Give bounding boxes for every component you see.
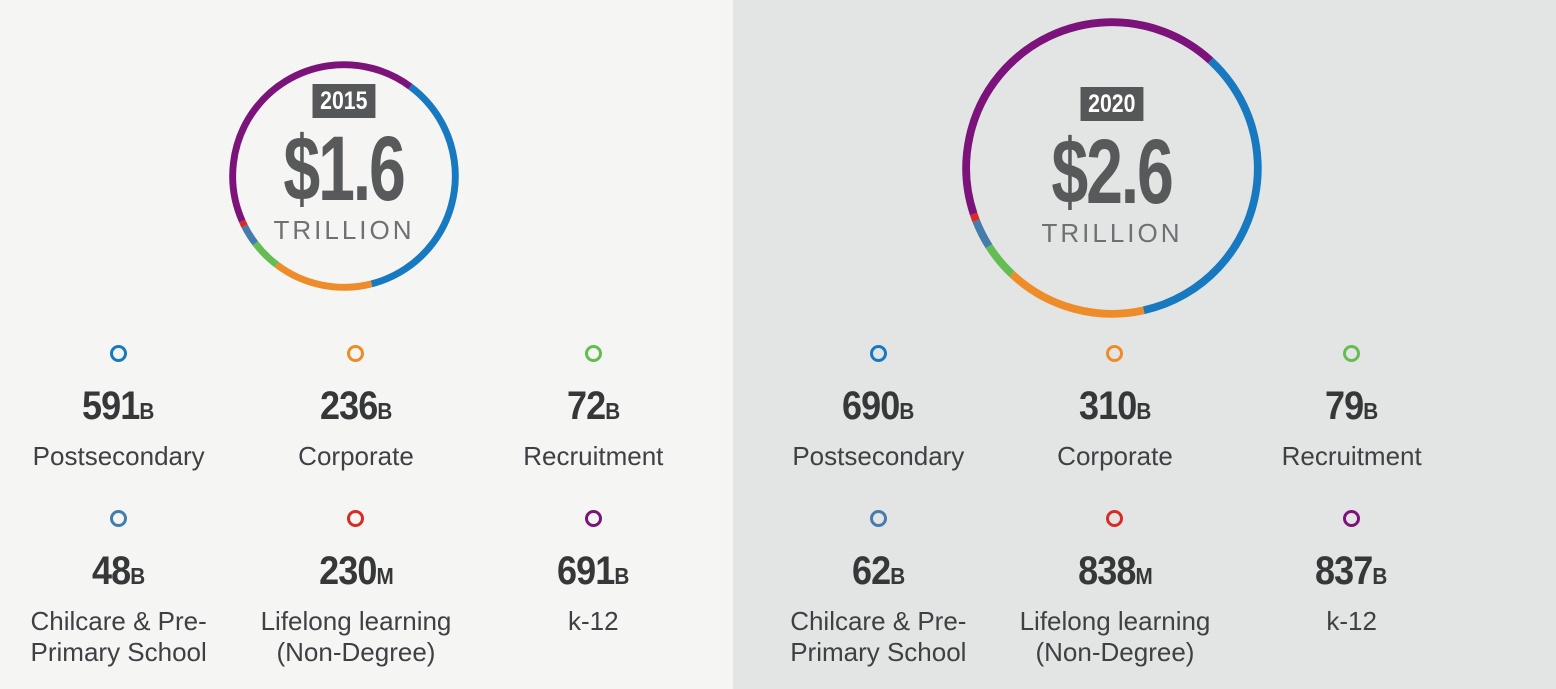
legend-row-1: 591B Postsecondary 236B Corporate 72B Re… [0, 345, 712, 472]
corporate-ring-icon [1106, 345, 1124, 362]
legend-item-lifelong-learning: 838M Lifelong learning (Non-Degree) [1004, 510, 1226, 668]
category-label: k-12 [1326, 606, 1377, 636]
category-label: Postsecondary [32, 441, 205, 471]
category-label: Lifelong learning (Non-Degree) [1019, 606, 1211, 667]
value-number: 690 [842, 384, 900, 428]
donut-ring-2020 [962, 18, 1262, 318]
value-number: 48 [92, 549, 131, 593]
category-label: Chilcare & Pre-Primary School [30, 606, 207, 667]
value-unit: B [899, 398, 915, 424]
value-unit: B [604, 398, 620, 424]
category-value: 62B [852, 551, 905, 591]
category-label: Recruitment [523, 441, 664, 471]
legend-item-postsecondary: 690B Postsecondary [792, 345, 964, 472]
category-value: 838M [1078, 551, 1153, 591]
category-label: k-12 [568, 606, 619, 636]
category-value: 236B [320, 386, 392, 426]
value-number: 310 [1078, 384, 1137, 428]
legend-item-recruitment: 72B Recruitment [523, 345, 663, 472]
lifelong-learning-ring-icon [347, 510, 365, 527]
recruitment-ring-icon [584, 345, 602, 362]
category-label: Lifelong learning (Non-Degree) [260, 606, 452, 667]
year-badge: 2020 [1080, 86, 1144, 121]
value-number: 837 [1315, 549, 1373, 593]
k12-ring-icon [584, 510, 602, 527]
legend-item-lifelong-learning: 230M Lifelong learning (Non-Degree) [245, 510, 467, 668]
total-value: $1.6 [283, 117, 406, 220]
category-label: Postsecondary [792, 441, 965, 471]
category-value: 72B [567, 386, 620, 426]
panel-2020: 2020 $2.6 TRILLION 690B Postsecondary 31… [733, 0, 1556, 689]
value-unit: M [376, 563, 394, 589]
value-number: 691 [557, 549, 615, 593]
postsecondary-ring-icon [110, 345, 128, 362]
value-number: 236 [319, 384, 378, 428]
year-badge: 2015 [312, 83, 376, 118]
value-number: 62 [851, 549, 891, 593]
legend-row-2: 62B Chilcare & Pre-Primary School 838M L… [760, 510, 1470, 668]
value-unit: B [1363, 398, 1379, 424]
value-unit: B [130, 563, 146, 589]
recruitment-ring-icon [1343, 345, 1361, 362]
total-unit: TRILLION [1041, 218, 1183, 249]
category-value: 48B [92, 551, 145, 591]
value-unit: B [889, 563, 905, 589]
value-unit: B [614, 563, 630, 589]
total-value: $2.6 [1051, 120, 1174, 223]
category-label: Corporate [298, 441, 414, 471]
value-unit: B [377, 398, 393, 424]
k12-ring-icon [1343, 510, 1361, 527]
total-unit: TRILLION [273, 215, 415, 246]
donut-center-2020: 2020 $2.6 TRILLION [962, 18, 1262, 318]
lifelong-learning-ring-icon [1106, 510, 1124, 527]
legend-item-childcare: 48B Chilcare & Pre-Primary School [8, 510, 230, 668]
corporate-ring-icon [347, 345, 365, 362]
legend-item-k12: 837B k-12 [1311, 510, 1391, 668]
value-number: 230 [318, 549, 377, 593]
donut-chart-2020: 2020 $2.6 TRILLION [962, 18, 1262, 318]
value-number: 591 [82, 384, 140, 428]
value-unit: B [139, 398, 155, 424]
value-unit: B [1372, 563, 1388, 589]
legend-item-postsecondary: 591B Postsecondary [33, 345, 205, 472]
panel-2015: 2015 $1.6 TRILLION 591B Postsecondary 23… [0, 0, 733, 689]
value-unit: M [1135, 563, 1153, 589]
category-value: 230M [319, 551, 394, 591]
category-value: 79B [1325, 386, 1378, 426]
value-number: 72 [566, 384, 606, 428]
value-number: 79 [1325, 384, 1364, 428]
legend-item-k12: 691B k-12 [553, 510, 633, 668]
donut-center-2015: 2015 $1.6 TRILLION [229, 50, 459, 280]
donut-chart-2015: 2015 $1.6 TRILLION [229, 61, 459, 291]
category-label: Corporate [1057, 441, 1173, 471]
legend-row-2: 48B Chilcare & Pre-Primary School 230M L… [0, 510, 712, 668]
legend-item-childcare: 62B Chilcare & Pre-Primary School [767, 510, 989, 668]
legend-item-recruitment: 79B Recruitment [1282, 345, 1422, 472]
legend-row-1: 690B Postsecondary 310B Corporate 79B Re… [760, 345, 1470, 472]
category-label: Chilcare & Pre-Primary School [790, 606, 967, 667]
category-label: Recruitment [1281, 441, 1422, 471]
category-value: 691B [557, 551, 629, 591]
category-value: 837B [1315, 551, 1387, 591]
category-value: 310B [1079, 386, 1151, 426]
donut-ring-2015 [229, 61, 459, 291]
childcare-ring-icon [110, 510, 128, 527]
category-value: 591B [82, 386, 154, 426]
childcare-ring-icon [869, 510, 887, 527]
legend-item-corporate: 236B Corporate [298, 345, 414, 472]
value-unit: B [1136, 398, 1152, 424]
value-number: 838 [1077, 549, 1136, 593]
postsecondary-ring-icon [869, 345, 887, 362]
category-value: 690B [842, 386, 914, 426]
legend-item-corporate: 310B Corporate [1057, 345, 1173, 472]
